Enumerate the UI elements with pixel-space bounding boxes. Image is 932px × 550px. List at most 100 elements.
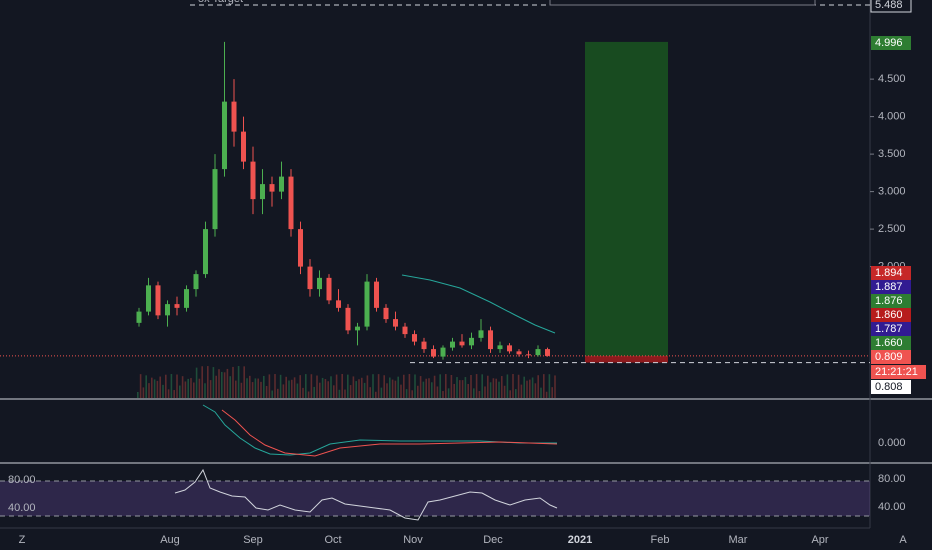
volume-bar <box>383 375 385 398</box>
signal-line <box>221 409 558 457</box>
volume-bar <box>464 377 467 398</box>
target-box <box>549 0 816 6</box>
volume-bar <box>529 379 531 398</box>
volume-bar <box>523 376 525 398</box>
x-tick-label: Oct <box>324 534 341 546</box>
volume-bar <box>355 381 357 398</box>
volume-bar <box>377 374 380 398</box>
price-tag <box>871 336 911 350</box>
volume-bar <box>271 390 273 398</box>
volume-bar <box>198 378 201 398</box>
rsi-band <box>0 481 870 516</box>
volume-bar <box>215 375 217 398</box>
candle-body <box>488 330 493 350</box>
candle-body <box>250 161 256 200</box>
volume-bar <box>307 391 310 398</box>
volume-bar <box>268 374 271 398</box>
volume-bar <box>425 378 427 398</box>
volume-bar <box>347 374 349 398</box>
volume-bar <box>327 381 329 398</box>
candle-body <box>203 229 208 275</box>
candle-body <box>212 169 218 230</box>
x-tick-label: 2021 <box>568 534 592 546</box>
volume-bar <box>442 391 444 398</box>
candle-body <box>336 300 341 308</box>
volume-bar <box>436 386 439 398</box>
volume-bar <box>484 386 486 398</box>
volume-bar <box>162 384 164 398</box>
volume-bar <box>369 387 371 398</box>
volume-bar <box>487 375 489 398</box>
candle-body <box>507 345 512 352</box>
volume-bar <box>254 378 257 398</box>
candle-body <box>345 307 351 331</box>
volume-bar <box>333 385 335 398</box>
volume-bar <box>501 376 503 398</box>
candle-body <box>231 101 237 132</box>
y-tick-label: 4.000 <box>878 111 906 123</box>
volume-bar <box>481 374 483 398</box>
volume-bar <box>450 374 453 398</box>
candle-body <box>545 349 550 356</box>
candle-body <box>326 277 332 301</box>
volume-bar <box>165 374 167 398</box>
volume-bar <box>218 369 220 398</box>
volume-bar <box>291 379 293 398</box>
volume-bar <box>235 380 237 398</box>
volume-bar <box>531 377 534 398</box>
volume-bar <box>305 374 307 398</box>
candle-body <box>174 304 180 308</box>
volume-bar <box>296 383 299 398</box>
stop-zone <box>585 355 668 363</box>
volume-bar <box>310 374 313 398</box>
volume-bar <box>439 374 441 398</box>
volume-bar <box>137 392 139 398</box>
volume-bar <box>212 367 215 398</box>
price-tag <box>870 0 912 13</box>
candle-body <box>241 131 246 162</box>
price-tag <box>871 294 911 308</box>
candle-body <box>516 351 522 355</box>
candle-body <box>450 341 455 348</box>
volume-bar <box>184 381 187 398</box>
candle-body <box>317 277 322 290</box>
candle-body <box>184 289 189 308</box>
candle-body <box>222 101 227 170</box>
volume-bar <box>408 374 411 398</box>
volume-bar <box>338 389 341 398</box>
corner-button[interactable]: A <box>899 534 907 546</box>
volume-bar <box>509 390 511 398</box>
x-tick-label: Feb <box>651 534 670 546</box>
volume-bar <box>447 388 450 398</box>
volume-bar <box>433 375 436 398</box>
volume-bar <box>221 371 223 398</box>
volume-bar <box>361 377 363 398</box>
candle-body <box>298 229 303 267</box>
volume-bar <box>313 386 315 398</box>
candle-body <box>136 311 142 323</box>
candle-body <box>402 326 408 335</box>
x-tick-label: Nov <box>403 534 423 546</box>
volume-bar <box>139 374 142 398</box>
corner-button[interactable]: Z <box>19 534 26 546</box>
volume-bar <box>319 382 321 398</box>
volume-bar <box>492 378 495 398</box>
volume-bar <box>282 384 285 398</box>
volume-bar <box>293 377 296 398</box>
rsi-left-label: 80.00 <box>8 474 36 486</box>
macd-tick-label: 0.000 <box>878 437 906 449</box>
macd-line <box>202 404 557 456</box>
candle-body <box>459 341 465 346</box>
volume-bar <box>400 384 402 398</box>
candle-body <box>469 337 474 346</box>
y-tick-label: 3.000 <box>878 186 906 198</box>
target-label: 5x Target <box>198 0 243 5</box>
target-zone <box>585 41 668 356</box>
volume-bar <box>526 380 528 398</box>
volume-bar <box>173 390 175 398</box>
volume-bar <box>204 383 206 398</box>
x-tick-label: Sep <box>243 534 263 546</box>
volume-bar <box>414 374 416 398</box>
volume-bar <box>422 381 425 398</box>
volume-bar <box>170 374 173 398</box>
